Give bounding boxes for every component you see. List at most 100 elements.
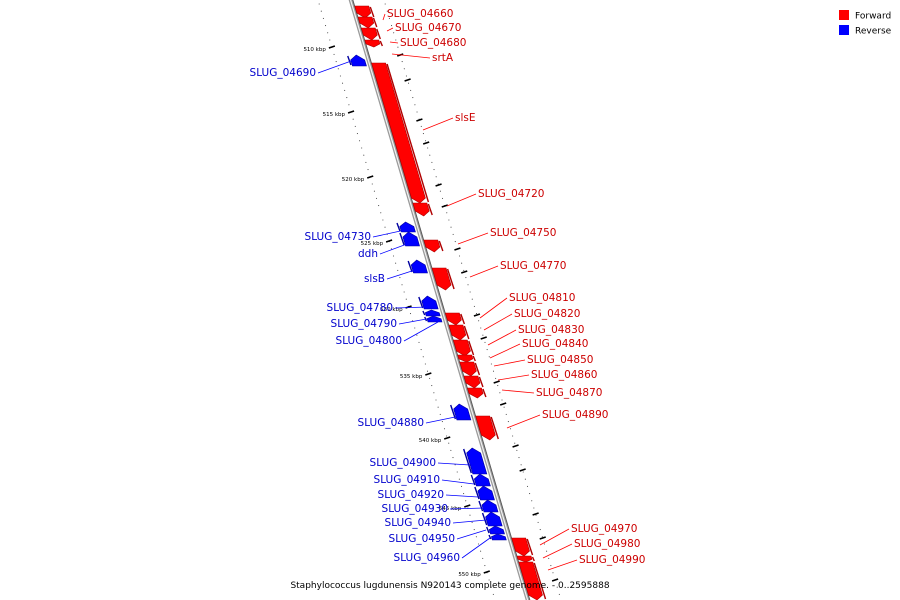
feature-label-slug_04950[interactable]: SLUG_04950	[389, 533, 455, 545]
feature-label-slug_04730[interactable]: SLUG_04730	[305, 231, 371, 243]
feature-bevel	[490, 416, 499, 440]
feature-bevel	[486, 526, 490, 534]
feature-arrow-slug_04820[interactable]	[448, 324, 467, 341]
feature-bevel	[396, 222, 401, 232]
feature-bevel	[478, 500, 484, 512]
feature-arrow-slug_04850[interactable]	[459, 361, 477, 377]
tick-label: 520 kbp	[342, 177, 365, 183]
feature-label-slug_04810[interactable]: SLUG_04810	[509, 292, 575, 304]
feature-arrow-slug_04990[interactable]	[518, 561, 543, 600]
feature-label-slug_04830[interactable]: SLUG_04830	[518, 324, 584, 336]
label-leader-line	[398, 317, 433, 325]
feature-label-slug_04910[interactable]: SLUG_04910	[374, 474, 440, 486]
feature-label-slug_04660[interactable]: SLUG_04660	[387, 8, 453, 20]
feature-label-slug_04820[interactable]: SLUG_04820	[514, 308, 580, 320]
feature-label-slug_04980[interactable]: SLUG_04980	[574, 538, 640, 550]
label-leader-line	[461, 537, 491, 559]
feature-label-slug_04790[interactable]: SLUG_04790	[331, 318, 397, 330]
feature-label-slug_04860[interactable]: SLUG_04860	[531, 369, 597, 381]
label-leader-line	[452, 519, 487, 524]
feature-arrow-slug_04980[interactable]	[516, 555, 533, 563]
feature-label-slug_04800[interactable]: SLUG_04800	[336, 335, 402, 347]
feature-bevel	[450, 404, 457, 420]
feature-label-slug_04930[interactable]: SLUG_04930	[382, 503, 448, 515]
feature-label-slug_04960[interactable]: SLUG_04960	[394, 552, 460, 564]
feature-arrow-slug_04860[interactable]	[463, 375, 481, 389]
label-leader-line	[445, 494, 479, 498]
feature-arrow-slug_04830[interactable]	[452, 339, 471, 357]
feature-arrow-slug_04680[interactable]	[360, 27, 378, 41]
feature-arrow-slug_04720[interactable]	[412, 202, 430, 217]
feature-bevel	[472, 355, 476, 362]
tick-label: 525 kbp	[361, 241, 384, 247]
feature-arrow-slse[interactable]	[371, 62, 426, 204]
feature-label-slug_04850[interactable]: SLUG_04850	[527, 354, 593, 366]
feature-label-srta[interactable]: srtA	[432, 52, 454, 64]
feature-arrow-ddh[interactable]	[402, 231, 420, 247]
feature-label-slug_04670[interactable]: SLUG_04670	[395, 22, 461, 34]
feature-arrow-slug_04670[interactable]	[357, 16, 375, 29]
feature-arrow-slug_04770[interactable]	[431, 267, 452, 291]
label-leader-line	[372, 229, 406, 238]
feature-label-slug_04880[interactable]: SLUG_04880	[358, 417, 424, 429]
tick-label: 550 kbp	[458, 572, 481, 578]
feature-arrow-slug_04660[interactable]	[354, 5, 372, 19]
feature-label-slug_04970[interactable]: SLUG_04970	[571, 523, 637, 535]
label-leader-line	[497, 374, 530, 381]
feature-arrow-slug_04810[interactable]	[444, 312, 462, 326]
feature-label-slug_04920[interactable]: SLUG_04920	[378, 489, 444, 501]
feature-label-slsb[interactable]: slsB	[364, 273, 385, 285]
feature-bevel	[372, 17, 378, 28]
feature-bevel	[369, 6, 375, 18]
feature-bevel	[463, 325, 470, 340]
feature-arrow-slug_04690[interactable]	[350, 54, 367, 67]
label-leader-line	[456, 529, 487, 540]
label-leader-line	[457, 232, 489, 245]
label-leader-line	[389, 41, 399, 44]
feature-arrow-slug_04790[interactable]	[424, 309, 441, 317]
feature-bevel	[481, 512, 488, 526]
feature-label-slug_04750[interactable]: SLUG_04750	[490, 227, 556, 239]
feature-label-slug_04680[interactable]: SLUG_04680	[400, 37, 466, 49]
label-leader-line	[382, 13, 386, 21]
feature-bevel	[488, 534, 492, 540]
feature-arrow-slug_04960[interactable]	[490, 533, 507, 541]
feature-label-slug_04770[interactable]: SLUG_04770	[500, 260, 566, 272]
feature-arrow-slug_04940[interactable]	[485, 511, 503, 527]
feature-arrow-slug_04840[interactable]	[457, 354, 474, 363]
feature-arrow-slug_04800[interactable]	[426, 315, 443, 323]
feature-bevel	[474, 362, 481, 376]
feature-label-slse[interactable]: slsE	[455, 112, 476, 124]
feature-label-slug_04900[interactable]: SLUG_04900	[370, 457, 436, 469]
label-leader-line	[446, 193, 477, 207]
label-leader-line	[469, 265, 499, 278]
feature-arrow-slug_04950[interactable]	[488, 525, 505, 535]
feature-arrow-slug_04970[interactable]	[511, 537, 530, 557]
feature-label-slug_04720[interactable]: SLUG_04720	[478, 188, 544, 200]
feature-arrow-srta[interactable]	[364, 39, 381, 48]
feature-bevel	[347, 55, 352, 66]
feature-label-ddh[interactable]: ddh	[358, 248, 378, 260]
feature-arrow-slug_04750[interactable]	[423, 239, 441, 253]
feature-bevel	[531, 556, 535, 562]
feature-label-slug_04780[interactable]: SLUG_04780	[327, 302, 393, 314]
feature-arrow-slug_04870[interactable]	[467, 387, 484, 399]
genome-caption: Staphylococcus lugdunensis N920143 compl…	[290, 581, 609, 591]
feature-arrow-slug_04890[interactable]	[475, 415, 496, 441]
feature-bevel	[438, 240, 444, 252]
feature-arrow-slug_04880[interactable]	[453, 403, 472, 421]
feature-label-slug_04990[interactable]: SLUG_04990	[579, 554, 645, 566]
tick-label: 540 kbp	[419, 438, 442, 444]
feature-label-slug_04940[interactable]: SLUG_04940	[385, 517, 451, 529]
feature-label-slug_04690[interactable]: SLUG_04690	[250, 67, 316, 79]
label-leader-line	[506, 414, 541, 429]
feature-label-slug_04890[interactable]: SLUG_04890	[542, 409, 608, 421]
feature-arrow-slug_04910[interactable]	[473, 473, 491, 487]
feature-arrow-slug_04930[interactable]	[481, 499, 499, 513]
feature-label-slug_04870[interactable]: SLUG_04870	[536, 387, 602, 399]
feature-arrow-slsb[interactable]	[410, 259, 428, 274]
feature-arrow-slug_04780[interactable]	[421, 295, 439, 310]
feature-label-slug_04840[interactable]: SLUG_04840	[522, 338, 588, 350]
feature-arrow-slug_04920[interactable]	[477, 485, 495, 501]
feature-bevel	[478, 376, 484, 388]
